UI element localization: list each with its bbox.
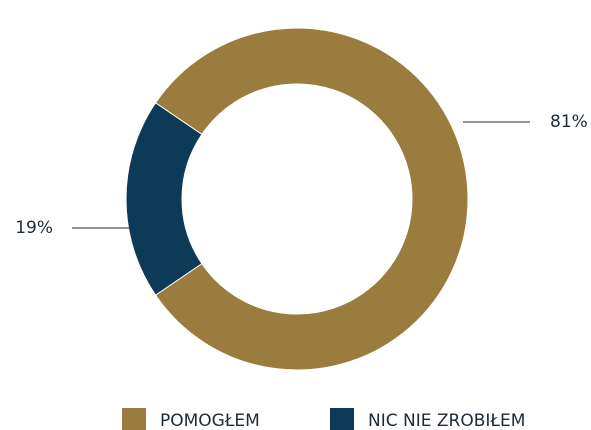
legend-label: NIC NIE ZROBIŁEM: [368, 411, 525, 430]
data-label: 81%: [550, 112, 588, 132]
legend-swatch: [330, 408, 354, 430]
legend-swatch: [122, 408, 146, 430]
legend-label: POMOGŁEM: [160, 411, 260, 430]
donut-slice: [154, 27, 469, 371]
data-label: 19%: [15, 218, 53, 238]
donut-slice: [125, 102, 203, 296]
